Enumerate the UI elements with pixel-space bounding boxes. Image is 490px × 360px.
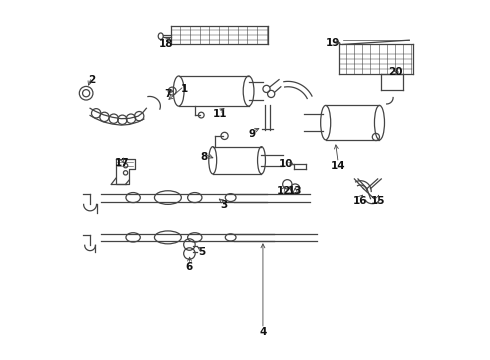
Text: 10: 10 <box>279 159 294 169</box>
Text: 6: 6 <box>186 262 193 272</box>
Text: 15: 15 <box>370 196 385 206</box>
Text: 20: 20 <box>389 67 403 77</box>
Text: 18: 18 <box>159 39 173 49</box>
Text: 2: 2 <box>88 75 95 85</box>
Text: 4: 4 <box>259 327 267 337</box>
Text: 8: 8 <box>200 152 207 162</box>
Text: 1: 1 <box>180 84 188 94</box>
Text: 19: 19 <box>326 38 340 48</box>
Text: 16: 16 <box>352 196 367 206</box>
Text: 9: 9 <box>248 129 256 139</box>
Text: 17: 17 <box>115 158 130 168</box>
Text: 3: 3 <box>220 200 227 210</box>
Text: 7: 7 <box>164 89 171 99</box>
Text: 14: 14 <box>331 161 345 171</box>
Text: 12: 12 <box>276 186 291 197</box>
Text: 5: 5 <box>198 247 206 257</box>
Text: 11: 11 <box>213 109 227 119</box>
Text: 13: 13 <box>288 186 302 197</box>
